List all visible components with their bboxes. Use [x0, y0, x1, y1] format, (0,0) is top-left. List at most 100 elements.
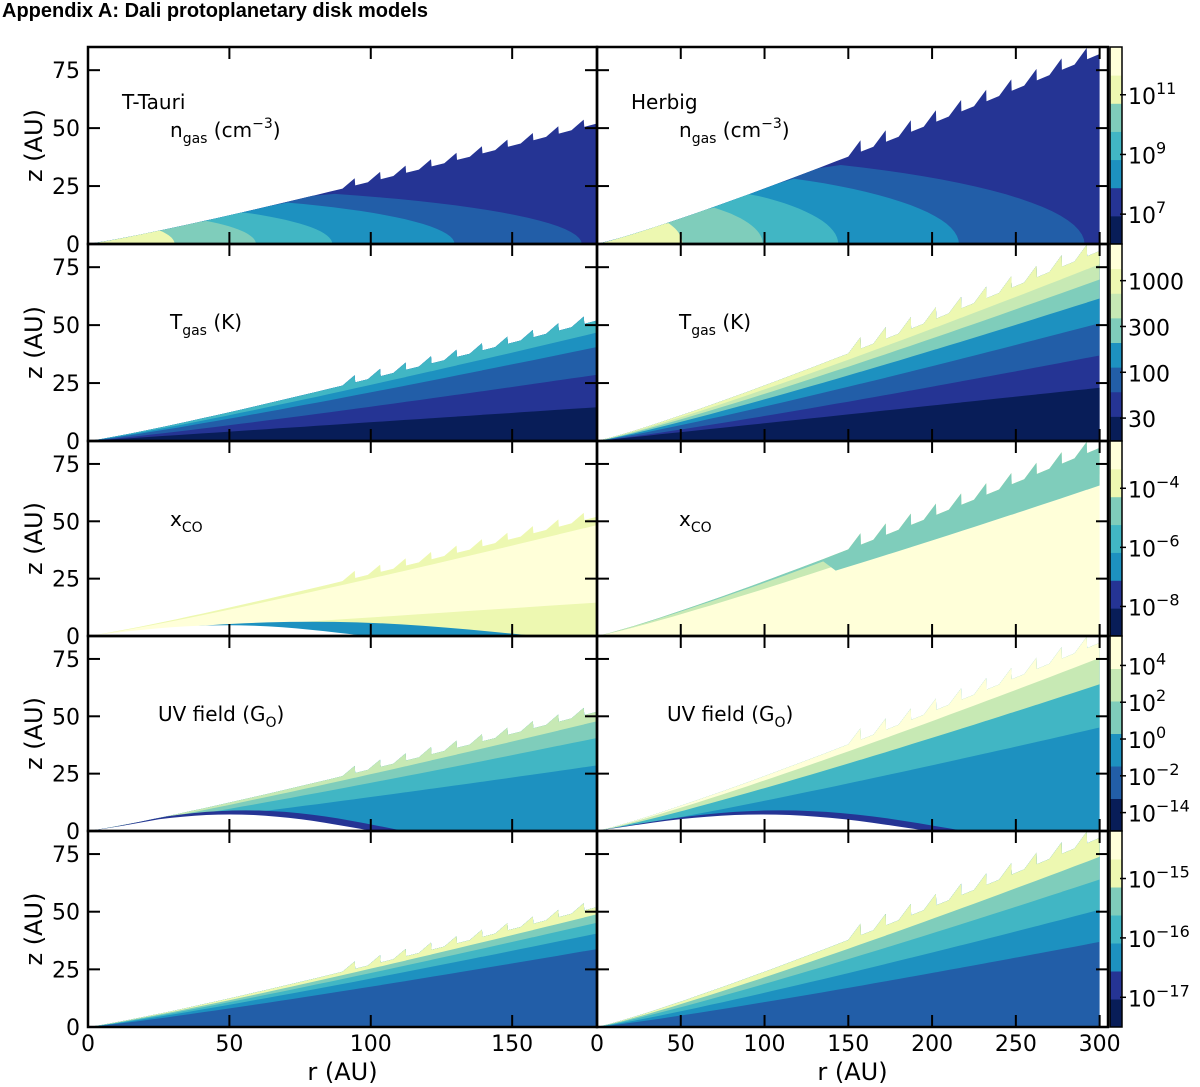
colorbar-swatch [1110, 468, 1122, 498]
y-tick-label: 0 [66, 625, 80, 650]
colorbar-swatch [1110, 580, 1122, 609]
colorbar-swatch [1110, 244, 1122, 270]
quantity-label: UV field (GO) [667, 702, 793, 731]
quantity-label: Tgas (K) [169, 310, 242, 339]
panel-herbig-2-contour-band [597, 244, 1100, 441]
colorbar-tick-base: 10 [1128, 803, 1156, 828]
colorbar-tick-label: 10−14 [1128, 797, 1190, 828]
quantity-subscript: gas [183, 131, 208, 147]
colorbar-tick-base: 10 [1128, 987, 1156, 1012]
y-tick-label: 25 [52, 763, 80, 788]
colorbar-tick-exponent: 4 [1156, 649, 1166, 668]
colorbar-tick-exponent: −14 [1156, 797, 1190, 816]
colorbar-swatch [1110, 608, 1122, 637]
colorbar-swatch [1110, 798, 1122, 832]
y-tick-label: 75 [52, 453, 80, 478]
page-title: Appendix A: Dali protoplanetary disk mod… [2, 0, 428, 22]
quantity-unit: (cm [207, 118, 252, 142]
x-tick-label: 250 [995, 1032, 1037, 1057]
colorbar-tick-base: 10 [1128, 928, 1156, 953]
x-tick-label: 100 [350, 1032, 392, 1057]
quantity-main: UV field (G [667, 702, 775, 726]
panel-frame [595, 829, 1110, 1029]
colorbar-tick-label: 10−8 [1128, 590, 1180, 621]
y-tick-label: 75 [52, 256, 80, 281]
colorbar-swatch [1110, 831, 1122, 860]
y-tick-label: 50 [52, 901, 80, 926]
panel-ttauri-2-contour-band [88, 407, 597, 441]
colorbar-tick-exponent: 0 [1156, 723, 1166, 742]
panel-ttauri-3-contour-band [88, 512, 597, 636]
colorbar-tick-base: 10 [1128, 144, 1156, 169]
colorbar-tick-base: 10 [1128, 655, 1156, 680]
colorbar-tick-exponent: −6 [1156, 531, 1180, 550]
panel-herbig-1-contour-band [597, 223, 683, 244]
quantity-unit: (K) [207, 310, 242, 334]
quantity-label: ngas (cm−3) [679, 116, 790, 147]
y-tick-label: 0 [66, 233, 80, 258]
panel-herbig-4-contour-band [597, 636, 1100, 831]
quantity-label: xCO [679, 507, 712, 536]
x-tick-label: 50 [215, 1032, 243, 1057]
y-axis-label: z (AU) [20, 306, 48, 379]
y-tick-label: 0 [66, 430, 80, 455]
colorbar-tick-label: 104 [1128, 649, 1166, 680]
colorbar-swatch [1110, 999, 1122, 1028]
contour-layer [88, 47, 1100, 1027]
panel-ttauri-2-contour-band [88, 316, 597, 441]
y-tick-label: 75 [52, 648, 80, 673]
colorbar-swatch [1110, 943, 1122, 972]
colorbar-tick-label: 10−17 [1128, 981, 1190, 1012]
colorbar-tick-label: 109 [1128, 138, 1166, 169]
y-tick-label: 50 [52, 705, 80, 730]
x-tick-label: 0 [590, 1032, 604, 1057]
colorbar-tick-label: 30 [1128, 408, 1156, 433]
quantity-close: ) [782, 118, 790, 142]
colorbar-tick-label: 1000 [1128, 271, 1184, 296]
column-title: Herbig [631, 90, 698, 114]
y-tick-label: 50 [52, 314, 80, 339]
colorbar-tick-base: 10 [1128, 869, 1156, 894]
colorbar-frame [1109, 830, 1123, 1028]
colorbar-tick-base: 10 [1128, 692, 1156, 717]
colorbar-tick-label: 1011 [1128, 79, 1176, 110]
quantity-subscript: CO [182, 520, 203, 536]
quantity-main: x [679, 507, 691, 531]
colorbar-tick-exponent: 7 [1156, 198, 1166, 217]
colorbar-tick-label: 10−15 [1128, 863, 1190, 894]
panel-herbig-5-contour-band [597, 831, 1100, 1027]
quantity-unit: ) [277, 702, 285, 726]
panel-ttauri-4-contour-band [88, 707, 597, 831]
quantity-subscript: CO [691, 520, 712, 536]
panel-ttauri-5-contour-band [88, 903, 597, 1027]
colorbar-swatch [1110, 47, 1122, 76]
quantity-subscript: O [266, 715, 277, 731]
panel-ttauri-4-contour-band [88, 707, 597, 831]
colorbar-tick-label: 300 [1128, 316, 1170, 341]
y-axis-label: z (AU) [20, 109, 48, 182]
x-tick-label: 50 [667, 1032, 695, 1057]
panel-ttauri-1-contour-band [88, 230, 175, 244]
y-tick-label: 75 [52, 59, 80, 84]
quantity-main: x [170, 507, 182, 531]
y-tick-label: 25 [52, 568, 80, 593]
colorbar-swatch [1110, 268, 1122, 294]
colorbar-tick-exponent: −17 [1156, 981, 1190, 1000]
colorbar-swatch [1110, 159, 1122, 189]
y-tick-label: 50 [52, 117, 80, 142]
colorbar-tick-label: 100 [1128, 723, 1166, 754]
quantity-subscript: gas [692, 131, 717, 147]
colorbar-swatch [1110, 293, 1122, 319]
colorbar-swatch [1110, 915, 1122, 944]
x-axis-label: r (AU) [817, 1058, 887, 1086]
y-axis-label: z (AU) [20, 697, 48, 770]
quantity-main: n [679, 118, 692, 142]
colorbar-tick-exponent: 2 [1156, 686, 1166, 705]
panel-herbig-2-contour-band [597, 387, 1100, 441]
x-tick-label: 150 [827, 1032, 869, 1057]
colorbar-tick-label: 10−16 [1128, 922, 1190, 953]
quantity-subscript: gas [691, 323, 716, 339]
colorbar-swatch [1110, 215, 1122, 245]
